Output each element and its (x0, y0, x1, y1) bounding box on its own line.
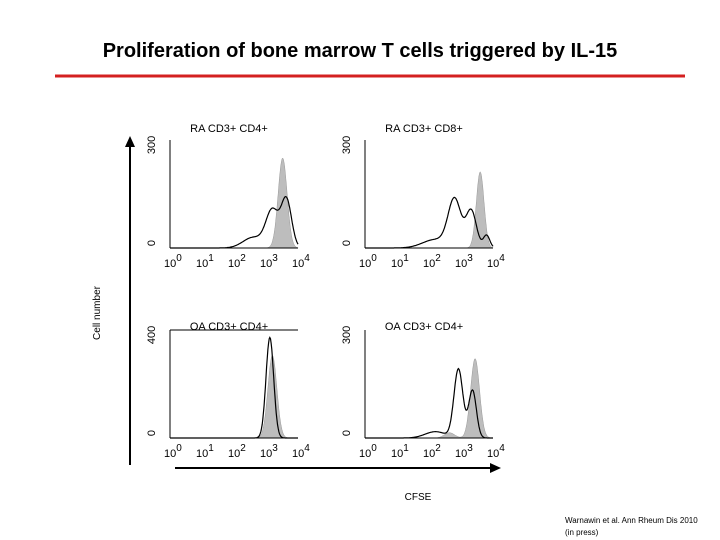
tick-exponent: 3 (272, 253, 278, 264)
tick-base: 10 (455, 258, 467, 270)
panel-label: OA CD3+ CD4+ (190, 321, 268, 333)
x-arrow-head (490, 463, 501, 473)
x-tick-label: 100 (164, 253, 182, 270)
tick-exponent: 0 (176, 253, 182, 264)
tick-exponent: 1 (208, 443, 214, 454)
x-tick-label: 101 (196, 443, 214, 460)
panel-label: OA CD3+ CD4+ (385, 321, 463, 333)
tick-base: 10 (292, 448, 304, 460)
tick-base: 10 (260, 448, 272, 460)
tick-exponent: 4 (499, 443, 505, 454)
x-tick-label: 103 (260, 443, 278, 460)
tick-exponent: 4 (499, 253, 505, 264)
y-arrow-head (125, 136, 135, 147)
y-tick-label: 300 (341, 326, 353, 344)
control-histogram (365, 171, 494, 249)
tick-exponent: 3 (467, 253, 473, 264)
y-tick-label: 300 (146, 136, 158, 154)
x-tick-label: 104 (292, 253, 310, 270)
tick-base: 10 (359, 258, 371, 270)
x-tick-label: 104 (487, 253, 505, 270)
x-tick-label: 101 (391, 443, 409, 460)
slide-title: Proliferation of bone marrow T cells tri… (103, 40, 618, 62)
tick-base: 10 (164, 448, 176, 460)
tick-exponent: 0 (371, 443, 377, 454)
y-tick-label: 0 (341, 240, 353, 246)
x-tick-label: 100 (164, 443, 182, 460)
tick-exponent: 0 (371, 253, 377, 264)
y-tick-label: 300 (341, 136, 353, 154)
tick-base: 10 (359, 448, 371, 460)
tick-base: 10 (391, 258, 403, 270)
citation: (in press) (565, 528, 599, 537)
tick-base: 10 (423, 448, 435, 460)
tick-exponent: 2 (240, 443, 246, 454)
x-tick-label: 101 (196, 253, 214, 270)
control-histogram (170, 157, 299, 249)
y-tick-label: 0 (146, 430, 158, 436)
x-tick-label: 102 (423, 253, 441, 270)
tick-base: 10 (228, 448, 240, 460)
x-tick-label: 100 (359, 253, 377, 270)
tick-exponent: 1 (403, 253, 409, 264)
tick-base: 10 (423, 258, 435, 270)
x-tick-label: 100 (359, 443, 377, 460)
tick-base: 10 (196, 448, 208, 460)
tick-exponent: 4 (304, 443, 310, 454)
tick-base: 10 (487, 448, 499, 460)
x-tick-label: 101 (391, 253, 409, 270)
tick-base: 10 (487, 258, 499, 270)
tick-base: 10 (196, 258, 208, 270)
x-tick-label: 102 (228, 443, 246, 460)
tick-exponent: 4 (304, 253, 310, 264)
x-tick-label: 102 (423, 443, 441, 460)
x-tick-label: 103 (455, 443, 473, 460)
x-tick-label: 102 (228, 253, 246, 270)
tick-exponent: 1 (403, 443, 409, 454)
tick-exponent: 3 (272, 443, 278, 454)
tick-base: 10 (260, 258, 272, 270)
x-tick-label: 104 (292, 443, 310, 460)
panel-label: RA CD3+ CD4+ (190, 123, 268, 135)
y-tick-label: 0 (146, 240, 158, 246)
y-tick-label: 400 (146, 326, 158, 344)
x-tick-label: 104 (487, 443, 505, 460)
tick-base: 10 (292, 258, 304, 270)
control-histogram (365, 358, 493, 439)
tick-exponent: 0 (176, 443, 182, 454)
tick-base: 10 (455, 448, 467, 460)
tick-exponent: 2 (240, 253, 246, 264)
tick-exponent: 2 (435, 253, 441, 264)
tick-base: 10 (391, 448, 403, 460)
tick-exponent: 2 (435, 443, 441, 454)
y-axis-label: Cell number (92, 285, 103, 340)
control-histogram (170, 354, 298, 439)
y-tick-label: 0 (341, 430, 353, 436)
x-tick-label: 103 (260, 253, 278, 270)
x-tick-label: 103 (455, 253, 473, 270)
x-axis-label: CFSE (405, 492, 432, 503)
tick-base: 10 (164, 258, 176, 270)
panel-label: RA CD3+ CD8+ (385, 123, 463, 135)
tick-exponent: 3 (467, 443, 473, 454)
tick-base: 10 (228, 258, 240, 270)
tick-exponent: 1 (208, 253, 214, 264)
citation: Warnawin et al. Ann Rheum Dis 2010 (565, 516, 698, 525)
